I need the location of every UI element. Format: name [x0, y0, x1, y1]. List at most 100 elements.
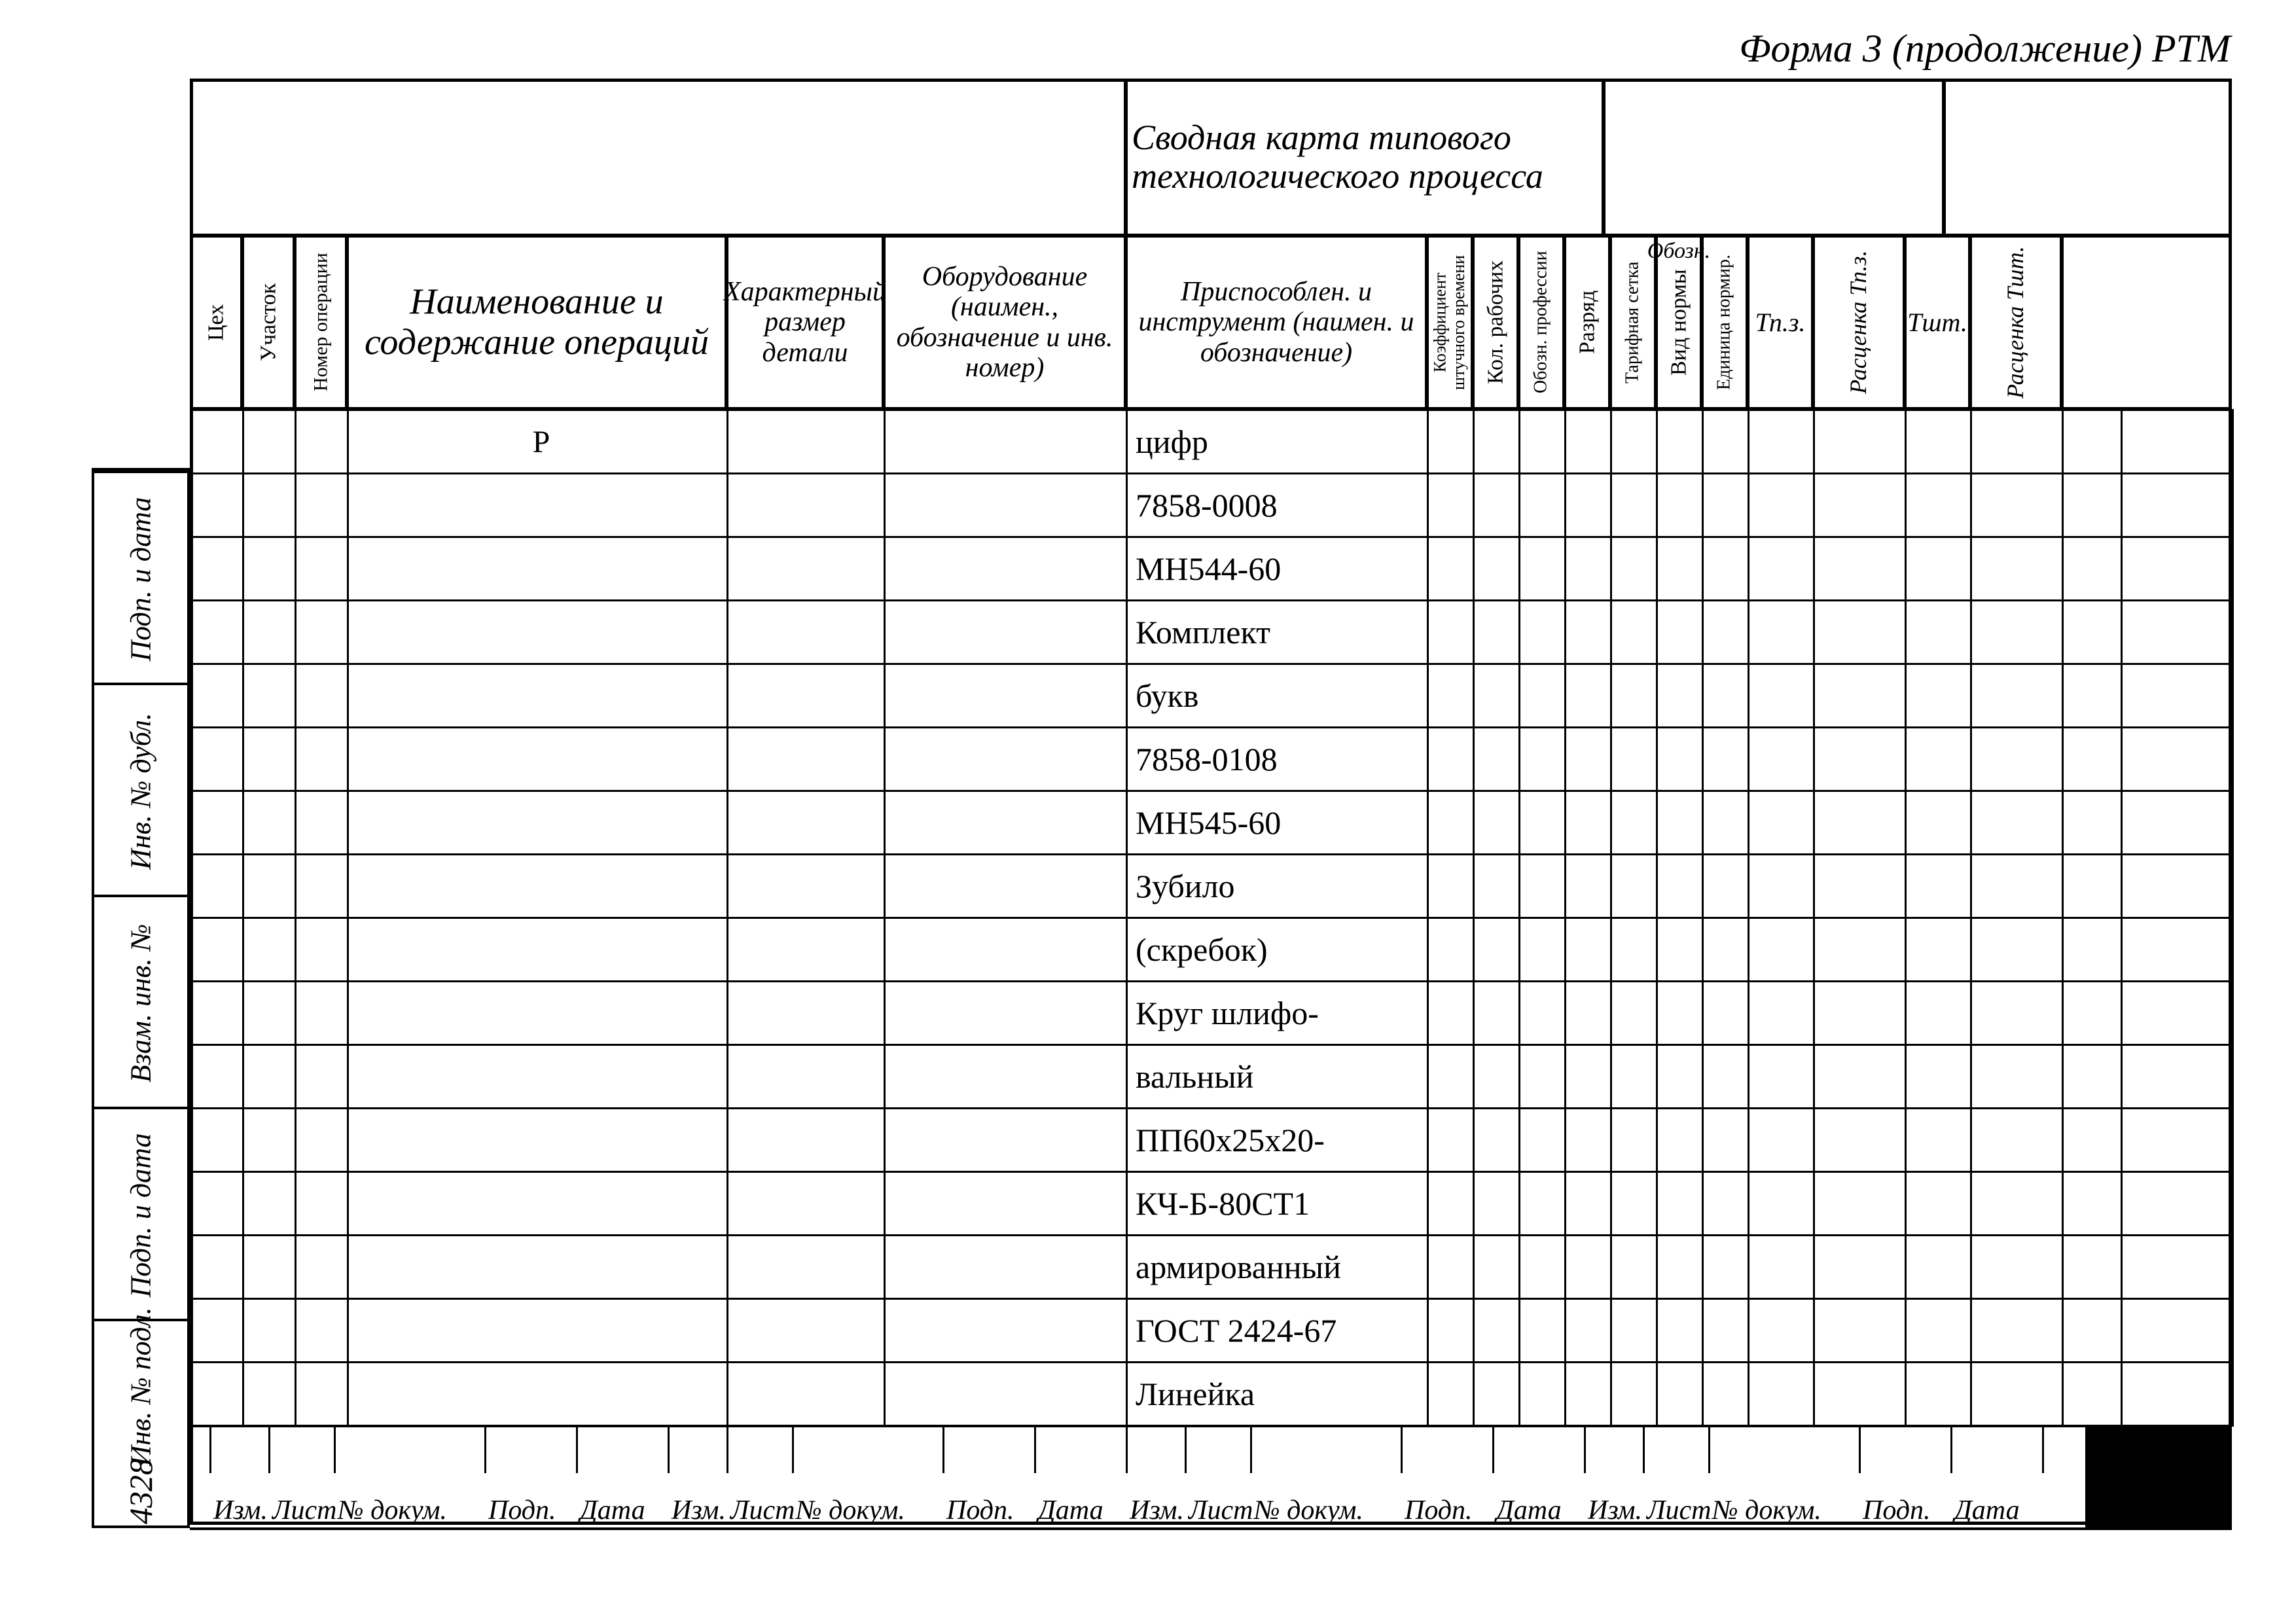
table-cell	[348, 474, 728, 537]
table-cell	[243, 1109, 296, 1172]
table-cell	[296, 537, 348, 601]
table-cell	[885, 791, 1127, 855]
table-cell	[243, 410, 296, 474]
table-cell	[191, 1299, 243, 1363]
table-cell	[1657, 855, 1703, 918]
table-cell	[1611, 728, 1657, 791]
table-cell	[296, 1236, 348, 1299]
header-blank-left	[190, 79, 1126, 236]
table-cell	[885, 1109, 1127, 1172]
table-cell	[296, 664, 348, 728]
table-cell	[1566, 1172, 1611, 1236]
table-cell: букв	[1127, 664, 1428, 728]
table-cell	[885, 918, 1127, 982]
table-cell	[243, 474, 296, 537]
table-cell	[1814, 728, 1906, 791]
table-cell	[1520, 982, 1566, 1045]
table-cell	[1566, 410, 1611, 474]
table-cell	[1520, 1363, 1566, 1426]
table-cell	[1657, 1109, 1703, 1172]
col-header-blank	[2062, 236, 2232, 409]
table-cell	[1906, 1236, 1971, 1299]
table-row: букв	[191, 664, 2233, 728]
table-cell	[348, 601, 728, 664]
table-cell	[1814, 1109, 1906, 1172]
table-cell	[728, 410, 885, 474]
table-cell	[1971, 1045, 2063, 1109]
table-cell	[2063, 664, 2122, 728]
table-cell	[1657, 1045, 1703, 1109]
table-cell	[1611, 1236, 1657, 1299]
table-cell	[1971, 1172, 2063, 1236]
table-cell	[885, 410, 1127, 474]
table-cell	[1474, 1045, 1520, 1109]
table-cell	[1428, 1363, 1474, 1426]
table-cell	[1611, 855, 1657, 918]
table-cell	[243, 855, 296, 918]
table-cell	[1611, 1172, 1657, 1236]
table-cell	[1428, 410, 1474, 474]
table-cell	[191, 918, 243, 982]
page-number: 197	[2142, 1467, 2212, 1521]
table-cell	[1520, 728, 1566, 791]
table-cell	[885, 601, 1127, 664]
table-cell	[1703, 410, 1749, 474]
table-cell	[191, 537, 243, 601]
col-header: Расценка Тп.з.	[1813, 236, 1905, 409]
table-cell	[1611, 410, 1657, 474]
table-cell	[243, 1299, 296, 1363]
side-label: Инв. № подл.	[124, 1307, 158, 1466]
left-approval-column: Подп. и дата Инв. № дубл. Взам. инв. № П…	[92, 468, 190, 1528]
table-cell	[1971, 474, 2063, 537]
column-header-band: Цех Участок Номер операции Наименование …	[190, 236, 2232, 409]
table-cell	[1474, 537, 1520, 601]
table-cell	[1971, 918, 2063, 982]
side-label: Подп. и дата	[124, 497, 158, 661]
table-cell	[2063, 791, 2122, 855]
table-cell	[1749, 791, 1814, 855]
col-header: Кол. рабочих	[1473, 236, 1518, 409]
table-cell	[243, 982, 296, 1045]
table-row: КЧ-Б-80СТ1	[191, 1172, 2233, 1236]
table-cell	[1474, 855, 1520, 918]
table-cell	[1971, 410, 2063, 474]
table-cell	[1657, 728, 1703, 791]
footer-label: Изм.	[1588, 1495, 1642, 1526]
table-cell: вальный	[1127, 1045, 1428, 1109]
table-cell	[2063, 855, 2122, 918]
table-cell	[1749, 601, 1814, 664]
table-cell	[1971, 664, 2063, 728]
table-cell	[885, 474, 1127, 537]
col-header: Разряд	[1564, 236, 1610, 409]
col-header: Тп.з.	[1748, 236, 1813, 409]
side-label: Инв. № дубл.	[124, 713, 158, 870]
table-cell	[1474, 410, 1520, 474]
footer-label: Лист	[1189, 1495, 1253, 1526]
table-cell	[2122, 1236, 2233, 1299]
table-cell	[243, 1236, 296, 1299]
process-card: Сводная карта типового технологического …	[190, 79, 2232, 1525]
footer-label: Изм.	[672, 1495, 726, 1526]
footer-label: № докум.	[796, 1495, 905, 1526]
side-label: Подп. и дата	[124, 1133, 158, 1297]
table-cell	[1703, 1236, 1749, 1299]
table-cell	[1474, 728, 1520, 791]
table-cell: КЧ-Б-80СТ1	[1127, 1172, 1428, 1236]
col-header: Участок	[242, 236, 295, 409]
footer-label: Подп.	[1863, 1495, 1931, 1526]
table-cell	[1520, 855, 1566, 918]
table-cell	[1814, 982, 1906, 1045]
table-cell	[243, 664, 296, 728]
table-cell	[2122, 855, 2233, 918]
table-cell	[885, 664, 1127, 728]
table-cell	[1611, 1299, 1657, 1363]
table-cell	[1749, 855, 1814, 918]
table-cell	[191, 410, 243, 474]
table-cell: цифр	[1127, 410, 1428, 474]
table-cell	[1520, 410, 1566, 474]
table-cell	[2122, 474, 2233, 537]
table-cell	[296, 791, 348, 855]
table-cell	[2063, 1363, 2122, 1426]
table-cell	[1611, 474, 1657, 537]
table-cell	[2122, 728, 2233, 791]
